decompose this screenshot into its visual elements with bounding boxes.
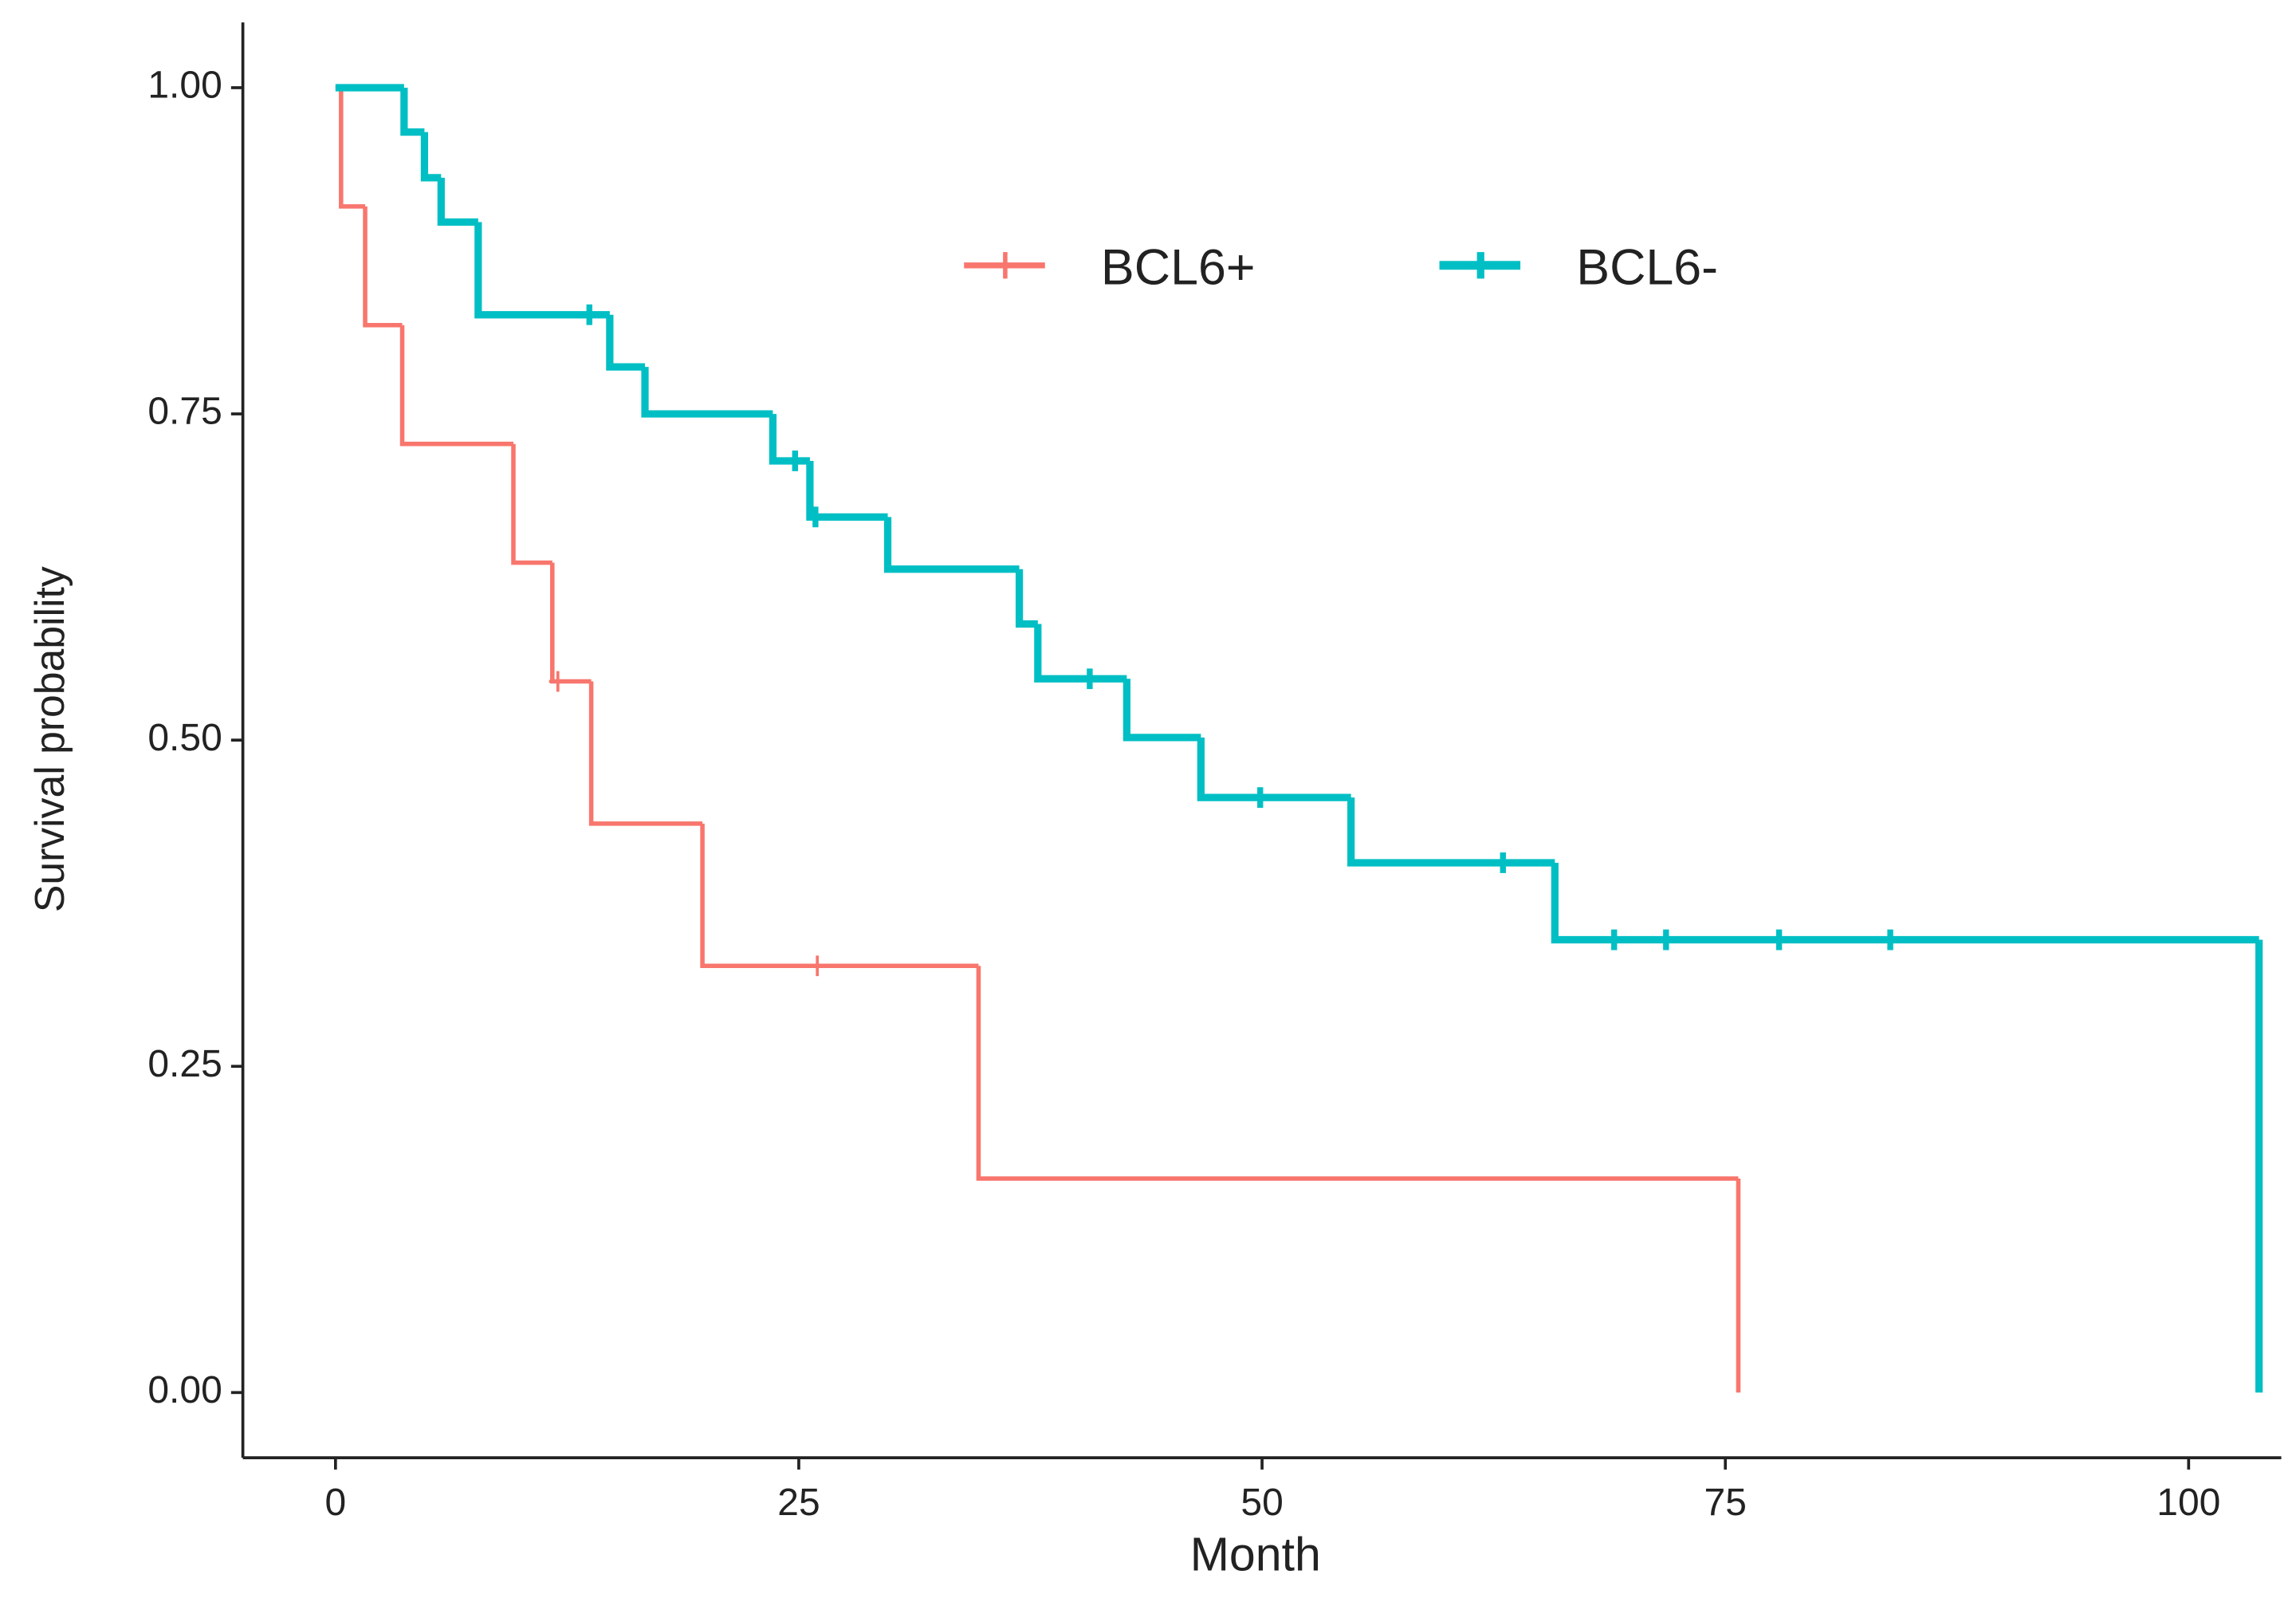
- survival-step: [420, 132, 442, 182]
- censor-mark: [548, 671, 567, 692]
- y-tick-label: 0.25: [147, 1043, 222, 1085]
- survival-step: [883, 517, 1020, 573]
- survival-step: [1122, 679, 1201, 742]
- survival-step: [339, 87, 366, 209]
- censor-mark: [580, 304, 599, 325]
- survival-step: [700, 823, 979, 969]
- survival-step: [1197, 737, 1351, 801]
- y-tick-label: 0.75: [147, 391, 222, 433]
- survival-step: [474, 222, 610, 319]
- survival-step: [641, 367, 773, 418]
- survival-step: [400, 87, 425, 136]
- survival-step: [1034, 624, 1127, 683]
- y-tick-label: 1.00: [147, 65, 222, 107]
- x-tick-label: 100: [2156, 1482, 2220, 1524]
- x-tick-label: 50: [1240, 1482, 1283, 1524]
- y-tick-label: 0.00: [147, 1369, 222, 1411]
- censor-mark: [1881, 929, 1900, 951]
- censor-mark: [1494, 852, 1512, 873]
- legend-marker: [1468, 252, 1492, 279]
- survival-step: [1347, 797, 1555, 867]
- censor-mark: [806, 506, 824, 528]
- legend-marker: [993, 252, 1017, 279]
- censor-mark: [808, 955, 827, 977]
- survival-step: [363, 206, 403, 328]
- survival-step: [550, 562, 592, 684]
- censor-mark: [1251, 787, 1269, 809]
- x-tick-label: 0: [324, 1482, 346, 1524]
- survival-step: [606, 314, 646, 371]
- legend-label: BCL6-: [1576, 240, 1718, 296]
- survival-step: [769, 414, 810, 465]
- survival-step: [976, 966, 1739, 1181]
- x-tick-label: 75: [1704, 1482, 1747, 1524]
- censor-mark: [1080, 668, 1099, 690]
- y-tick-label: 0.50: [147, 717, 222, 759]
- survival-step: [437, 177, 478, 226]
- survival-step: [588, 681, 703, 826]
- survival-step: [1551, 862, 2259, 944]
- survival-step: [511, 443, 552, 565]
- y-axis-label: Survival probability: [26, 566, 73, 912]
- censor-mark: [1770, 929, 1788, 951]
- censor-mark: [1605, 929, 1623, 951]
- censor-mark: [786, 451, 804, 471]
- censor-mark: [1657, 929, 1675, 951]
- x-tick-label: 25: [777, 1482, 820, 1524]
- legend-label: BCL6+: [1101, 240, 1256, 296]
- survival-step: [399, 325, 513, 447]
- survival-step: [806, 460, 888, 521]
- survival-step: [1015, 569, 1038, 628]
- x-axis-label: Month: [1190, 1528, 1321, 1580]
